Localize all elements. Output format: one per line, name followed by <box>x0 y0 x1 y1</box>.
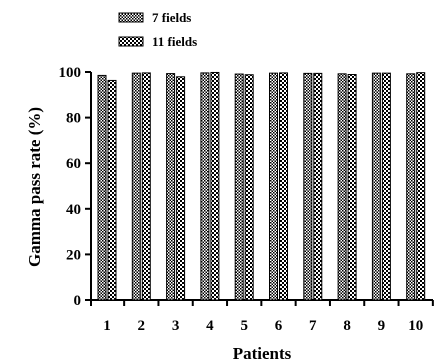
x-tick-label: 7 <box>309 318 317 334</box>
bar-11-fields-patient-9 <box>381 72 391 301</box>
x-tick-label: 3 <box>172 318 180 334</box>
x-tick-label: 1 <box>103 318 111 334</box>
x-axis-ticks: 1 2 3 4 5 6 7 8 9 10 <box>90 300 434 334</box>
x-tick-label: 8 <box>343 318 351 334</box>
y-tick-label: 100 <box>59 65 82 81</box>
bar-11-fields-patient-7 <box>313 72 323 301</box>
y-axis-title: Gamma pass rate (%) <box>25 107 44 267</box>
bar-7-fields-patient-4 <box>200 72 210 301</box>
bar-7-fields-patient-5 <box>234 73 244 301</box>
x-tick-label: 2 <box>138 318 146 334</box>
bars <box>97 71 426 301</box>
bar-7-fields-patient-10 <box>406 73 416 301</box>
bar-7-fields-patient-7 <box>303 72 313 301</box>
bar-11-fields-patient-2 <box>141 72 151 301</box>
x-axis-title: Patients <box>233 344 292 362</box>
bar-11-fields-patient-1 <box>107 79 117 301</box>
bar-7-fields-patient-1 <box>97 74 107 301</box>
y-axis-ticks: 0 20 40 60 80 100 <box>59 65 91 309</box>
bar-11-fields-patient-5 <box>244 74 254 301</box>
bar-7-fields-patient-8 <box>337 73 347 301</box>
y-tick-label: 40 <box>66 202 81 218</box>
bar-7-fields-patient-3 <box>166 73 176 301</box>
bar-7-fields-patient-9 <box>371 72 381 301</box>
bar-11-fields-patient-4 <box>210 71 220 301</box>
x-tick-label: 10 <box>408 318 423 334</box>
bar-11-fields-patient-6 <box>279 72 288 301</box>
bar-11-fields-patient-8 <box>347 74 357 301</box>
x-tick-label: 9 <box>378 318 386 334</box>
bar-7-fields-patient-2 <box>131 72 141 301</box>
x-tick-label: 5 <box>240 318 248 334</box>
legend: 7 fields 11 fields <box>118 10 197 49</box>
y-tick-label: 20 <box>66 247 81 263</box>
x-tick-label: 4 <box>206 318 214 334</box>
legend-item-11-fields: 11 fields <box>118 34 197 49</box>
y-tick-label: 80 <box>66 111 81 127</box>
y-tick-label: 60 <box>66 156 81 172</box>
legend-label-7-fields: 7 fields <box>152 10 191 25</box>
legend-label-11-fields: 11 fields <box>152 34 197 49</box>
bar-7-fields-patient-6 <box>269 72 278 301</box>
bar-11-fields-patient-10 <box>416 72 426 301</box>
legend-swatch-7-fields <box>118 12 144 23</box>
y-tick-label: 0 <box>74 293 82 309</box>
x-tick-label: 6 <box>275 318 283 334</box>
legend-item-7-fields: 7 fields <box>118 10 191 25</box>
bar-11-fields-patient-3 <box>176 76 186 301</box>
legend-swatch-11-fields <box>118 36 144 47</box>
